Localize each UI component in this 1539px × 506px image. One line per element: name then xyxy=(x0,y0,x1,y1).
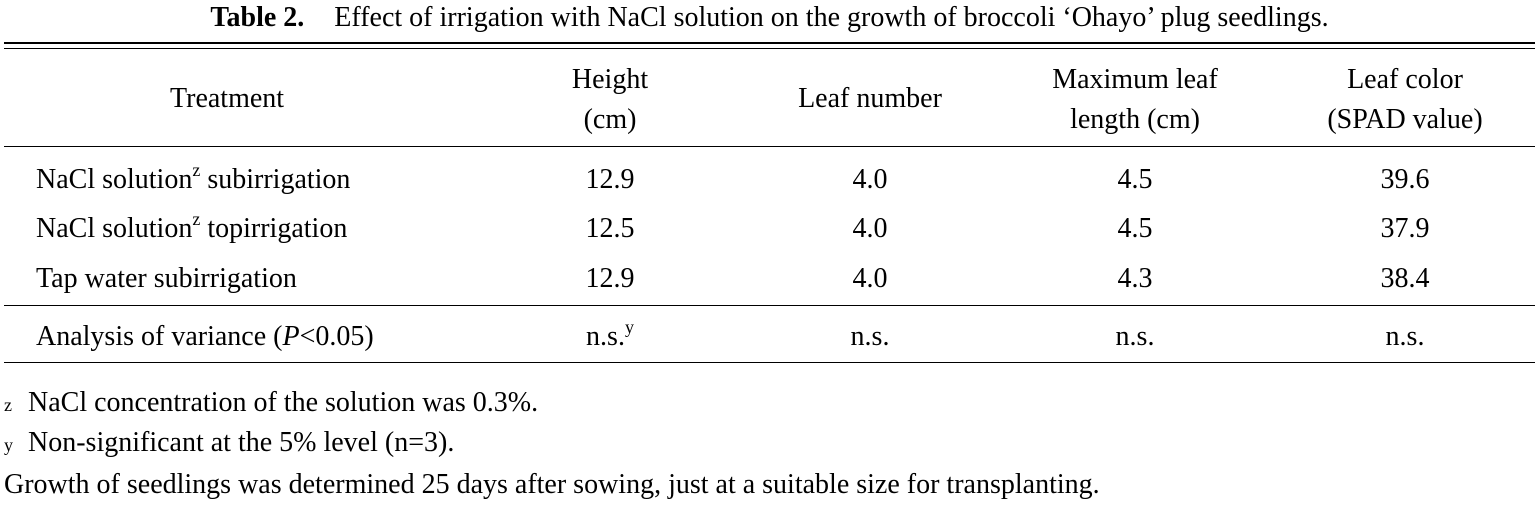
row-2-leaf-color: 37.9 xyxy=(1380,213,1430,244)
bottom-rule xyxy=(4,362,1535,363)
row-3-max-leaf: 4.3 xyxy=(1117,263,1153,294)
table-label: Table 2. xyxy=(210,2,305,33)
row-1-height: 12.9 xyxy=(585,164,635,195)
row-3-treatment: Tap water subirrigation xyxy=(36,263,297,294)
anova-rule xyxy=(4,305,1535,306)
row-1-max-leaf: 4.5 xyxy=(1117,164,1153,195)
header-treatment: Treatment xyxy=(170,83,285,114)
header-max-leaf-length: Maximum leaf length (cm) xyxy=(1052,64,1218,135)
footnote-general: Growth of seedlings was determined 25 da… xyxy=(4,469,1100,500)
row-3-leaf-color: 38.4 xyxy=(1380,263,1430,294)
header-leaf-color: Leaf color (SPAD value) xyxy=(1327,64,1483,135)
anova-leaf-color: n.s. xyxy=(1385,321,1425,352)
header-rule xyxy=(4,146,1535,147)
anova-leaf-number: n.s. xyxy=(850,321,890,352)
top-rule-inner xyxy=(4,48,1535,49)
footnote-z: z NaCl concentration of the solution was … xyxy=(4,387,539,418)
row-3-height: 12.9 xyxy=(585,263,635,294)
table-caption: Table 2. Effect of irrigation with NaCl s… xyxy=(0,0,1539,36)
row-2-treatment: NaCl solutionz topirrigation xyxy=(36,208,348,244)
table-title: Effect of irrigation with NaCl solution … xyxy=(334,2,1329,33)
anova-label: Analysis of variance (P<0.05) xyxy=(36,321,374,352)
anova-height: n.s.y xyxy=(586,316,634,352)
row-2-max-leaf: 4.5 xyxy=(1117,213,1153,244)
row-1-leaf-number: 4.0 xyxy=(852,164,888,195)
top-rule xyxy=(4,42,1535,44)
row-1-leaf-color: 39.6 xyxy=(1380,164,1430,195)
row-2-leaf-number: 4.0 xyxy=(852,213,888,244)
row-1-treatment: NaCl solutionz subirrigation xyxy=(36,159,351,195)
header-height: Height (cm) xyxy=(571,64,649,135)
row-2-height: 12.5 xyxy=(585,213,635,244)
row-3-leaf-number: 4.0 xyxy=(852,263,888,294)
header-leaf-number: Leaf number xyxy=(798,83,942,114)
anova-max-leaf: n.s. xyxy=(1115,321,1155,352)
footnote-y: y Non-significant at the 5% level (n=3). xyxy=(4,427,455,458)
